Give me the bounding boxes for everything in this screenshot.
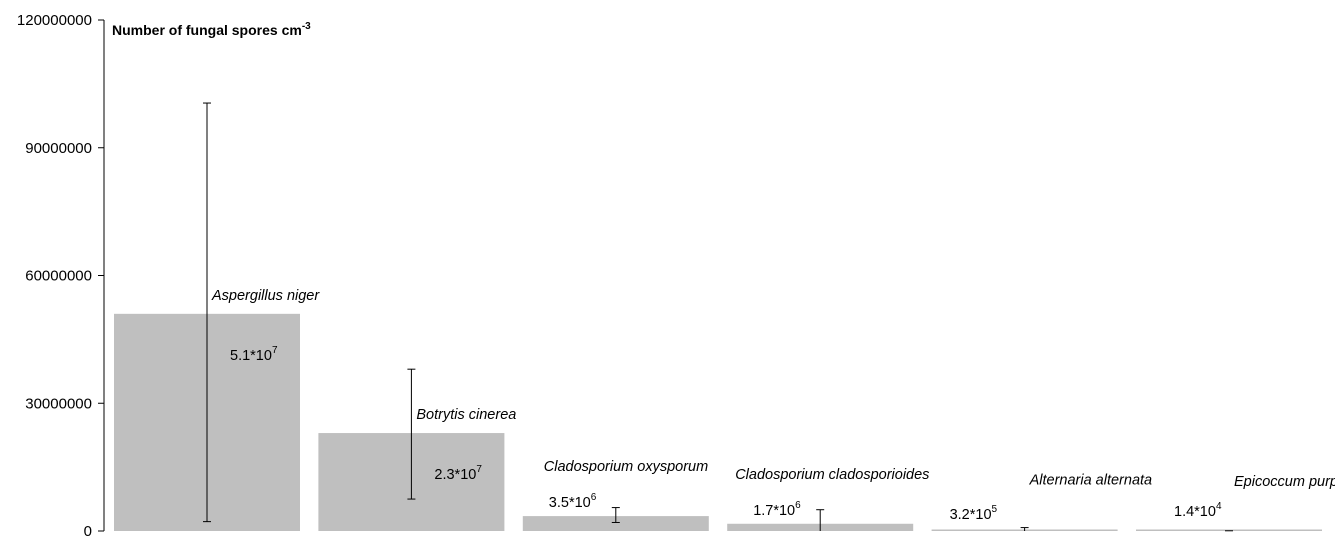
y-tick-label: 120000000 xyxy=(17,12,92,29)
y-axis-label: Number of fungal spores cm-3 xyxy=(112,21,311,38)
y-tick-label: 90000000 xyxy=(25,140,92,157)
bars-group xyxy=(114,313,1322,531)
category-label-3: Cladosporium oxysporum xyxy=(544,459,708,475)
labels-group: Aspergillus niger 5.1*107 Botrytis cinerea… xyxy=(211,288,1335,523)
category-label-2: Botrytis cinerea xyxy=(416,407,516,423)
bar-3 xyxy=(522,516,709,531)
category-label-1: Aspergillus niger xyxy=(211,288,320,304)
bar-6 xyxy=(1136,529,1322,531)
y-tick-label: 30000000 xyxy=(25,395,92,412)
value-label-6: 1.4*104 xyxy=(1174,501,1222,520)
error-bars-group xyxy=(203,102,1233,532)
category-label-5: Alternaria alternata xyxy=(1029,473,1153,489)
value-label-5: 3.2*105 xyxy=(950,504,998,523)
y-tick-label: 60000000 xyxy=(25,268,92,285)
category-label-6: Epicoccum purpurascens xyxy=(1234,474,1335,490)
y-tick-label: 0 xyxy=(84,523,92,536)
value-label-2: 2.3*107 xyxy=(434,464,482,483)
value-label-1: 5.1*107 xyxy=(230,345,278,364)
y-axis-ticks: 0 30000000 60000000 90000000 120000000 xyxy=(17,12,104,536)
category-label-4: Cladosporium cladosporioides xyxy=(735,467,929,483)
value-label-3: 3.5*106 xyxy=(549,492,597,511)
value-label-4: 1.7*106 xyxy=(753,500,801,519)
